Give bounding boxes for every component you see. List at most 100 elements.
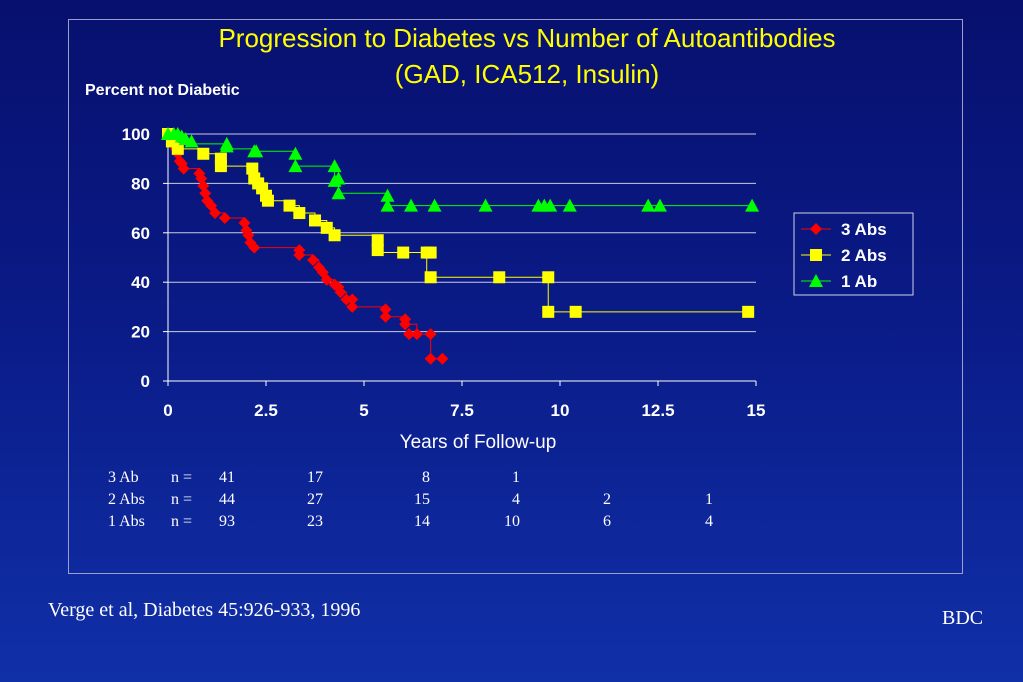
citation: Verge et al, Diabetes 45:926-933, 1996	[48, 599, 361, 621]
data-point-0-6	[175, 157, 188, 170]
legend-marker-1	[810, 249, 822, 261]
data-point-1-23	[493, 271, 506, 284]
risk-cell-2-2: 93	[219, 513, 235, 530]
legend-marker-2	[809, 274, 823, 287]
data-point-0-35	[399, 313, 412, 326]
x-tick-label-10: 10	[551, 401, 570, 420]
chart-title-line-1: Progression to Diabetes vs Number of Aut…	[218, 23, 835, 53]
legend-label-2: 1 Ab	[841, 272, 877, 291]
data-point-0-32	[379, 310, 392, 323]
series-1-ab	[161, 127, 760, 212]
data-point-2-27	[745, 198, 760, 212]
risk-cell-2-1: n =	[171, 513, 192, 530]
data-point-0-40	[436, 352, 449, 365]
y-tick-label-100: 100	[122, 125, 150, 144]
data-point-0-37	[410, 328, 423, 341]
y-tick-labels: 0 20 40 60 80 100	[122, 125, 150, 391]
data-point-0-14	[218, 211, 231, 224]
y-tick-label-80: 80	[131, 174, 150, 193]
axes	[163, 133, 757, 386]
data-point-2-10	[288, 159, 303, 173]
risk-cell-0-2: 41	[219, 469, 235, 486]
data-point-1-14	[309, 214, 321, 227]
y-axis-label: Percent not Diabetic	[85, 82, 240, 99]
x-tick-label-5: 5	[359, 401, 368, 420]
data-point-1-22	[424, 271, 437, 284]
x-tick-label-2.5: 2.5	[254, 401, 278, 420]
data-point-2-24	[562, 198, 577, 212]
data-point-2-17	[380, 188, 395, 202]
risk-cell-1-2: 44	[219, 491, 235, 508]
survival-chart: Progression to Diabetes vs Number of Aut…	[85, 23, 914, 530]
risk-cell-1-7: 1	[705, 491, 713, 508]
data-point-1-16	[328, 229, 341, 242]
data-point-1-13	[293, 207, 306, 220]
data-point-2-20	[478, 198, 493, 212]
data-point-1-12	[283, 199, 296, 212]
data-point-0-28	[332, 281, 345, 294]
legend-box	[793, 212, 914, 296]
data-point-2-25	[641, 198, 656, 212]
risk-cell-1-0: 2 Abs	[108, 491, 145, 508]
y-tick-label-60: 60	[131, 224, 150, 243]
legend: 3 Abs 2 Abs 1 Ab	[793, 212, 914, 296]
risk-cell-1-4: 15	[414, 491, 430, 508]
risk-cell-1-5: 4	[512, 491, 520, 508]
legend-label-1: 2 Abs	[841, 246, 887, 265]
data-point-0-30	[346, 300, 359, 313]
data-point-2-14	[331, 171, 346, 185]
risk-cell-2-7: 4	[705, 513, 713, 530]
risk-cell-2-3: 23	[307, 513, 323, 530]
x-tick-label-0: 0	[163, 401, 172, 420]
chart-frame	[68, 19, 963, 574]
risk-cell-0-3: 17	[307, 469, 323, 486]
risk-cell-1-1: n =	[171, 491, 192, 508]
data-point-0-22	[307, 253, 320, 266]
data-point-1-17	[371, 234, 384, 247]
chart-title-line-2: (GAD, ICA512, Insulin)	[395, 59, 659, 89]
data-point-2-16	[380, 198, 395, 212]
risk-cell-0-0: 3 Ab	[108, 469, 139, 486]
risk-cell-2-4: 14	[414, 513, 430, 530]
data-point-1-21	[424, 246, 437, 259]
series-layer	[161, 127, 760, 365]
data-point-1-5	[214, 160, 227, 173]
data-point-2-19	[427, 198, 442, 212]
data-point-0-21	[293, 244, 306, 257]
series-2-abs	[162, 128, 755, 318]
data-point-1-27	[742, 305, 755, 318]
x-tick-label-15: 15	[747, 401, 766, 420]
x-tick-label-7.5: 7.5	[450, 401, 474, 420]
risk-cell-1-6: 2	[603, 491, 611, 508]
x-tick-labels: 0 2.5 5 7.5 10 12.5 15	[163, 401, 765, 420]
series-line-1	[168, 133, 749, 313]
data-point-1-11	[261, 194, 274, 207]
data-point-2-23	[543, 198, 558, 212]
risk-table: 3 Ab n = 41 17 8 1 2 Abs n = 44 27 15 4 2 1 1 Abs n = 93…	[108, 469, 713, 530]
risk-cell-0-1: n =	[171, 469, 192, 486]
data-point-0-38	[424, 328, 437, 341]
data-point-0-39	[424, 352, 437, 365]
data-point-1-19	[397, 246, 410, 259]
data-point-2-7	[219, 136, 234, 150]
data-point-0-33	[379, 303, 392, 316]
x-axis-label: Years of Follow-up	[400, 432, 557, 453]
data-point-2-26	[652, 198, 667, 212]
data-point-2-18	[404, 198, 419, 212]
data-point-0-19	[248, 241, 261, 254]
data-point-2-12	[327, 159, 342, 173]
data-point-1-2	[171, 142, 184, 155]
y-tick-label-40: 40	[131, 273, 150, 292]
data-point-0-25	[320, 273, 333, 286]
risk-cell-2-5: 10	[504, 513, 520, 530]
data-point-2-11	[288, 146, 303, 160]
data-point-2-5	[184, 134, 199, 148]
y-tick-label-20: 20	[131, 323, 150, 342]
risk-cell-0-5: 1	[512, 469, 520, 486]
data-point-1-24	[542, 271, 555, 284]
data-point-0-36	[403, 328, 416, 341]
legend-marker-0	[810, 223, 822, 235]
data-point-1-25	[542, 305, 555, 318]
data-point-1-18	[371, 244, 384, 257]
data-point-1-3	[197, 147, 210, 160]
